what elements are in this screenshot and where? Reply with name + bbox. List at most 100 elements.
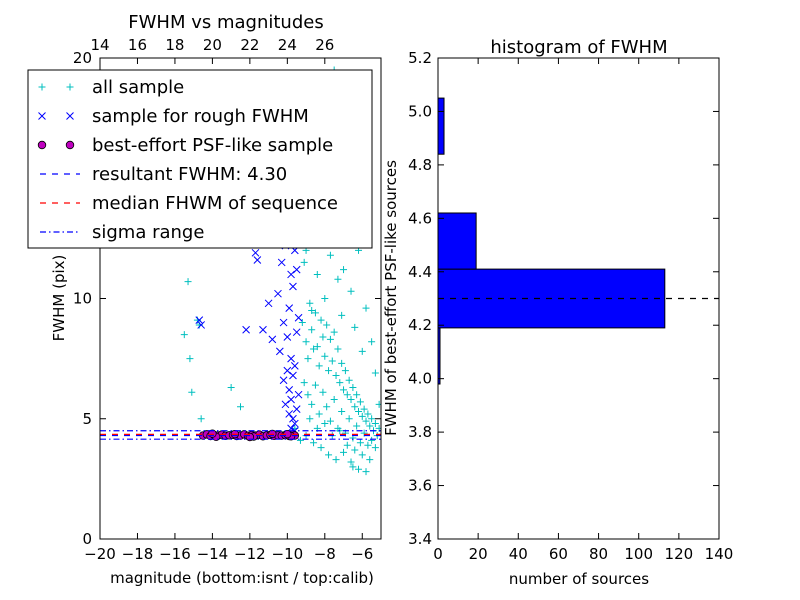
data-point — [242, 325, 250, 334]
data-point — [368, 415, 376, 423]
right-axes: 0 20 40 60 80 100 120 140 3.4 3.6 3.8 4.0 4.2 4.4 4.6 4… — [408, 49, 733, 563]
data-point — [319, 333, 327, 341]
right-chart-title: histogram of FWHM — [490, 37, 667, 58]
data-point — [325, 367, 333, 375]
data-point — [300, 379, 308, 387]
data-point — [311, 381, 319, 389]
legend-entry: best-effort PSF-like sample — [37, 135, 333, 156]
data-point — [310, 439, 318, 447]
legend-marker — [37, 140, 47, 150]
left-y-axis-label: FWHM (pix) — [50, 255, 68, 342]
top-x-tick-label: 20 — [203, 36, 222, 54]
data-point — [325, 451, 333, 459]
fwhm-histogram-chart: 0 20 40 60 80 100 120 140 3.4 3.6 3.8 4.0 4.2 4.4 4.6 4… — [382, 37, 733, 588]
y-tick-label: 3.8 — [408, 423, 432, 441]
data-point — [296, 436, 304, 444]
data-point — [285, 386, 294, 394]
x-tick-label: 20 — [469, 545, 488, 563]
y-tick-label: 0 — [82, 530, 92, 548]
data-point — [366, 422, 374, 430]
data-point — [184, 278, 192, 286]
data-point — [349, 383, 357, 391]
right-plot-frame — [437, 57, 720, 540]
data-point — [345, 376, 353, 384]
top-x-tick-label: 18 — [165, 36, 184, 54]
data-point — [227, 383, 235, 391]
data-point — [292, 265, 301, 274]
data-point — [345, 415, 353, 423]
data-point — [343, 391, 351, 399]
data-point — [308, 307, 316, 315]
y-tick-label: 5 — [82, 410, 92, 428]
data-point — [287, 270, 295, 279]
data-point — [300, 258, 308, 266]
data-point — [290, 419, 299, 428]
data-point — [358, 412, 366, 420]
legend-label: sample for rough FWHM — [92, 106, 309, 127]
data-point — [285, 410, 294, 418]
data-point — [321, 420, 329, 428]
data-point — [351, 323, 359, 331]
data-point — [319, 388, 327, 396]
data-point — [281, 400, 290, 409]
y-tick-label: 3.6 — [408, 477, 432, 495]
data-point — [360, 405, 368, 413]
data-point — [298, 319, 306, 327]
histogram-bar — [437, 212, 477, 270]
x-tick-label: −16 — [159, 545, 191, 563]
data-point — [277, 258, 286, 267]
data-point — [341, 367, 349, 375]
data-point — [237, 403, 244, 411]
data-point — [358, 451, 366, 459]
data-point — [368, 436, 376, 444]
data-point — [290, 361, 299, 370]
data-point — [186, 355, 194, 363]
data-point — [268, 335, 277, 344]
data-point — [338, 408, 346, 416]
data-point — [311, 309, 319, 317]
x-tick-label: 140 — [705, 545, 734, 563]
legend-entry: sigma range — [40, 222, 204, 243]
data-point — [287, 395, 295, 404]
data-point — [251, 248, 260, 257]
legend-label: resultant FWHM: 4.30 — [92, 164, 287, 185]
data-point — [279, 376, 288, 385]
legend: all sample sample for rough FWHM best-effo… — [27, 69, 373, 249]
data-point — [362, 304, 370, 312]
data-point — [285, 304, 294, 312]
data-point — [351, 446, 359, 454]
data-point — [253, 256, 262, 264]
data-point — [289, 371, 297, 380]
left-x-axis-label: magnitude (bottom:isnt / top:calib) — [110, 569, 374, 587]
x-tick-label: −8 — [314, 545, 336, 563]
data-point — [326, 251, 334, 259]
data-point — [292, 328, 301, 337]
data-point — [338, 359, 346, 367]
data-point — [197, 321, 206, 329]
data-point — [317, 444, 325, 452]
data-point — [364, 441, 372, 449]
data-point — [347, 287, 355, 295]
data-point — [259, 325, 267, 334]
data-point — [197, 415, 205, 423]
data-point — [355, 465, 363, 473]
x-tick-label: −18 — [122, 545, 154, 563]
data-point — [347, 458, 355, 466]
legend-marker — [65, 140, 75, 150]
data-point — [195, 316, 204, 324]
data-point — [368, 338, 376, 346]
data-point — [358, 347, 366, 355]
x-tick-label: 80 — [589, 545, 608, 563]
legend-label: all sample — [92, 77, 184, 98]
y-tick-label: 4.4 — [408, 263, 432, 281]
x-tick-label: 100 — [624, 545, 653, 563]
data-point — [351, 403, 359, 411]
data-point — [180, 331, 188, 339]
legend-label: best-effort PSF-like sample — [92, 135, 333, 156]
data-point — [302, 338, 310, 346]
legend-marker — [38, 83, 46, 91]
data-point — [326, 417, 334, 425]
data-point — [294, 313, 303, 322]
